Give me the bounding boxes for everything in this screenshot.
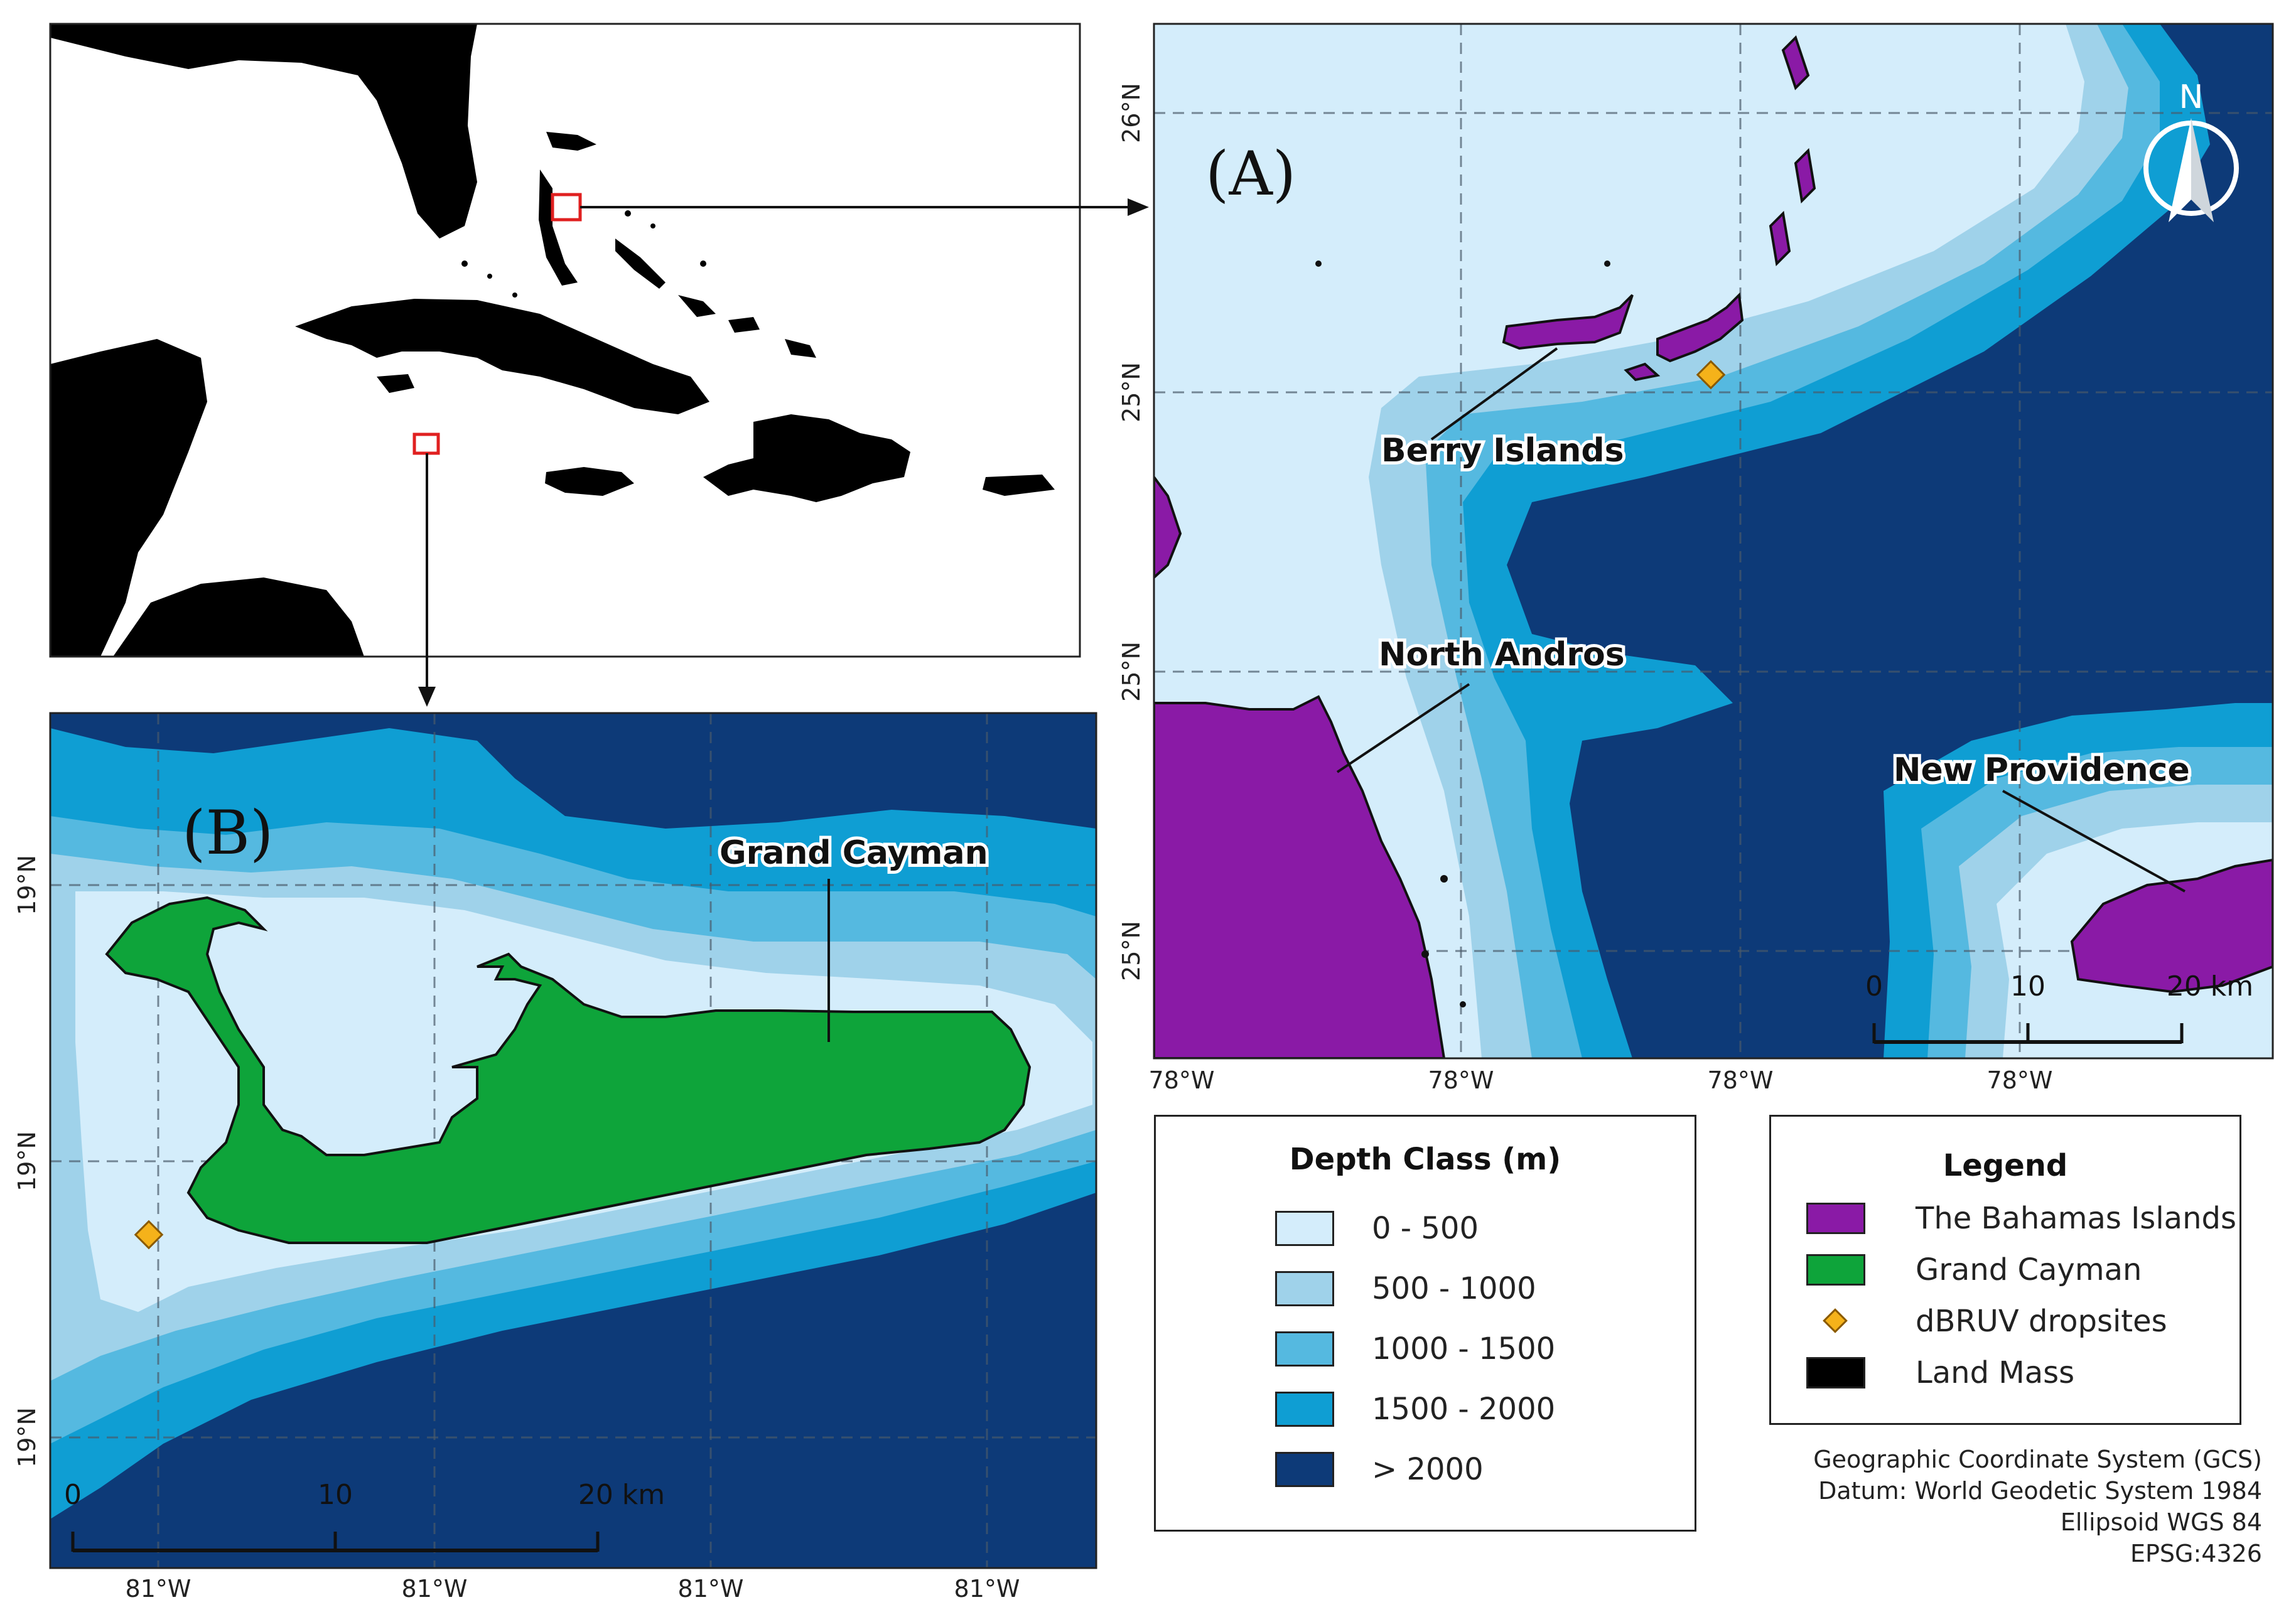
svg-text:New Providence: New Providence: [1894, 751, 2190, 789]
svg-text:81°W: 81°W: [126, 1575, 191, 1603]
crs-line: EPSG:4326: [2130, 1540, 2262, 1567]
svg-text:25°N: 25°N: [1118, 642, 1145, 702]
crs-line: Ellipsoid WGS 84: [2060, 1508, 2262, 1536]
legend-item: Land Mass: [1806, 1355, 2074, 1390]
svg-text:20 km: 20 km: [578, 1479, 665, 1511]
svg-text:78°W: 78°W: [1428, 1066, 1494, 1094]
svg-text:19°N: 19°N: [13, 1131, 41, 1191]
svg-text:20 km: 20 km: [2167, 970, 2253, 1002]
svg-text:Grand Cayman: Grand Cayman: [720, 834, 988, 872]
panel-a-map: (A) N Berry Islands Berry Islands North …: [1118, 23, 2274, 1094]
svg-text:78°W: 78°W: [1149, 1066, 1215, 1094]
svg-text:Grand Cayman: Grand Cayman: [720, 834, 988, 872]
svg-text:78°W: 78°W: [1987, 1066, 2053, 1094]
svg-text:25°N: 25°N: [1118, 921, 1145, 981]
legend-label: Land Mass: [1916, 1355, 2075, 1390]
panel-b-map: (B) Grand Cayman Grand Cayman 0 10 20 km…: [13, 712, 1097, 1603]
panel-b-letter: (B): [182, 798, 273, 868]
svg-text:78°W: 78°W: [1708, 1066, 1774, 1094]
depth-swatch: [1275, 1331, 1334, 1367]
legend-swatch: [1806, 1357, 1865, 1388]
depth-legend-title: Depth Class (m): [1289, 1142, 1561, 1177]
panel-a-letter: (A): [1205, 139, 1296, 209]
lat-labels-b: 19°N 19°N 19°N: [13, 855, 41, 1468]
depth-class-row: 0 - 500: [1275, 1211, 1479, 1246]
legend-swatch: [1806, 1254, 1865, 1286]
legend-item: The Bahamas Islands: [1806, 1201, 2236, 1236]
place-label-berry: Berry Islands Berry Islands: [1378, 429, 1627, 473]
svg-text:19°N: 19°N: [13, 855, 41, 915]
svg-text:Berry Islands: Berry Islands: [1381, 432, 1624, 470]
depth-class-legend: Depth Class (m) 0 - 500 500 - 1000 1000 …: [1154, 1115, 1696, 1532]
svg-text:0: 0: [1865, 970, 1883, 1002]
legend-item: dBRUV dropsites: [1806, 1304, 2167, 1339]
place-label-andros: North Andros North Andros: [1376, 633, 1628, 677]
depth-class-row: 500 - 1000: [1275, 1271, 1536, 1306]
dbruv-dropsite-a: [1696, 360, 1726, 390]
legend-label: dBRUV dropsites: [1916, 1304, 2167, 1339]
svg-text:25°N: 25°N: [1118, 362, 1145, 422]
svg-text:North Andros: North Andros: [1379, 636, 1625, 674]
bahamas-islands: [1154, 35, 2273, 1058]
depth-swatch: [1275, 1271, 1334, 1306]
map-legend: Legend The Bahamas Islands Grand Cayman …: [1769, 1115, 2241, 1425]
leader-providence: [2002, 790, 2186, 893]
legend-swatch: [1806, 1203, 1865, 1234]
coordinate-system-note: Geographic Coordinate System (GCS) Datum…: [1813, 1444, 2262, 1569]
depth-class-row: 1000 - 1500: [1275, 1331, 1555, 1367]
svg-text:Berry Islands: Berry Islands: [1381, 432, 1624, 470]
svg-text:81°W: 81°W: [402, 1575, 468, 1603]
depth-class-label: 500 - 1000: [1372, 1271, 1536, 1306]
land-mass: [50, 24, 1055, 657]
north-label: N: [2179, 78, 2204, 116]
place-label-providence: New Providence New Providence: [1890, 748, 2193, 792]
diamond-icon: [1806, 1306, 1865, 1337]
svg-text:81°W: 81°W: [678, 1575, 744, 1603]
lon-labels-a: 78°W 78°W 78°W 78°W: [1149, 1066, 2053, 1094]
depth-class-row: 1500 - 2000: [1275, 1392, 1555, 1427]
leader-berry: [1430, 347, 1558, 441]
crs-line: Datum: World Geodetic System 1984: [1818, 1477, 2262, 1505]
lat-labels-a: 26°N 25°N 25°N 25°N: [1118, 83, 1145, 981]
grand-cayman-island: [105, 896, 1032, 1244]
legend-title: Legend: [1943, 1148, 2068, 1183]
svg-text:New Providence: New Providence: [1894, 751, 2190, 789]
depth-class-label: > 2000: [1372, 1452, 1484, 1487]
svg-text:10: 10: [318, 1479, 353, 1511]
depth-class-label: 1000 - 1500: [1372, 1331, 1556, 1367]
dbruv-dropsite-b: [134, 1220, 164, 1250]
depth-class-label: 1500 - 2000: [1372, 1392, 1556, 1427]
depth-class-row: > 2000: [1275, 1452, 1484, 1487]
legend-label: The Bahamas Islands: [1916, 1201, 2236, 1236]
depth-class-label: 0 - 500: [1372, 1211, 1479, 1246]
svg-text:0: 0: [64, 1479, 82, 1511]
svg-text:North Andros: North Andros: [1379, 636, 1625, 674]
place-label-grand-cayman: Grand Cayman Grand Cayman: [716, 831, 991, 875]
svg-text:10: 10: [2010, 970, 2045, 1002]
depth-swatch: [1275, 1392, 1334, 1427]
crs-line: Geographic Coordinate System (GCS): [1813, 1446, 2262, 1473]
depth-swatch: [1275, 1211, 1334, 1246]
scale-bar-b: 0 10 20 km: [64, 1479, 665, 1552]
leader-andros: [1336, 683, 1470, 773]
svg-text:81°W: 81°W: [954, 1575, 1020, 1603]
north-arrow: [2143, 118, 2239, 222]
overview-map: [49, 23, 1149, 707]
depth-swatch: [1275, 1452, 1334, 1487]
legend-label: Grand Cayman: [1916, 1252, 2142, 1287]
svg-text:26°N: 26°N: [1118, 83, 1145, 143]
lon-labels-b: 81°W 81°W 81°W 81°W: [126, 1575, 1020, 1603]
scale-bar-a: 0 10 20 km: [1865, 970, 2253, 1044]
svg-text:19°N: 19°N: [13, 1407, 41, 1468]
legend-item: Grand Cayman: [1806, 1252, 2142, 1287]
